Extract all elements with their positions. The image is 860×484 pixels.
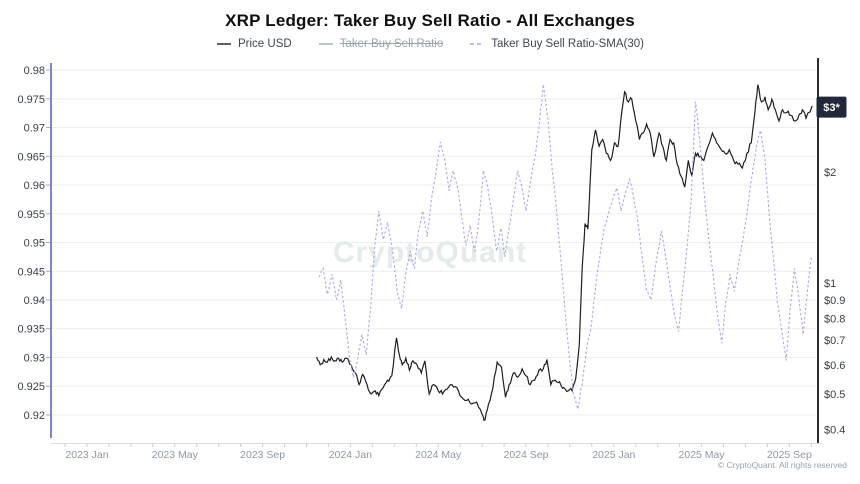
legend-line-icon	[217, 43, 231, 45]
x-axis-tick-label: 2024 May	[415, 449, 462, 461]
right-axis-tick-label: $0.5	[824, 389, 845, 401]
legend-label: Price USD	[238, 38, 292, 50]
left-axis-tick-label: 0.945	[17, 266, 45, 278]
legend-label: Taker Buy Sell Ratio	[339, 38, 444, 50]
chart-legend: Price USD Taker Buy Sell Ratio Taker Buy S…	[0, 38, 860, 50]
right-axis-tick-label: $0.4	[824, 425, 845, 437]
right-axis-tick-label: $0.9	[824, 295, 845, 307]
axis-tick-labels: 0.92 0.925 0.93 0.935 0.94 0.945 0.95 0.955 0.96…	[17, 65, 845, 461]
gridlines	[51, 69, 818, 416]
legend-line-icon	[470, 43, 485, 45]
left-axis-tick-label: 0.975	[17, 94, 45, 106]
x-axis-tick-label: 2023 Jan	[65, 449, 108, 461]
axes	[46, 58, 822, 447]
left-axis-tick-label: 0.935	[17, 324, 45, 336]
left-axis-tick-label: 0.93	[24, 353, 45, 365]
left-axis-tick-label: 0.965	[17, 151, 45, 163]
series-line-price-usd	[316, 84, 813, 422]
left-axis-tick-label: 0.925	[17, 381, 45, 393]
legend-line-icon	[318, 43, 333, 45]
last-price-badge: $3*	[816, 96, 847, 118]
last-price-badge-label: $3*	[823, 102, 840, 114]
x-axis-tick-label: 2024 Sep	[504, 449, 549, 461]
x-axis-tick-label: 2023 Sep	[240, 449, 285, 461]
left-axis-tick-label: 0.95	[24, 238, 45, 250]
left-axis-tick-label: 0.98	[24, 65, 45, 77]
x-axis-tick-label: 2025 Jan	[592, 449, 635, 461]
left-axis-tick-label: 0.94	[24, 295, 45, 307]
legend-label: Taker Buy Sell Ratio-SMA(30)	[491, 38, 644, 50]
left-axis-tick-label: 0.92	[24, 410, 45, 422]
watermark: CryptoQuant	[333, 236, 527, 269]
series-line-taker-buy-sell-ratio-sma-30-	[318, 84, 812, 410]
right-axis-tick-label: $1	[824, 278, 836, 290]
left-axis-tick-label: 0.97	[24, 123, 45, 135]
right-axis-tick-label: $0.6	[824, 360, 845, 372]
series-lines	[316, 84, 813, 422]
legend-item-taker-buy-sell-ratio-sma-30-[interactable]: Taker Buy Sell Ratio-SMA(30)	[469, 38, 644, 50]
legend-item-price-usd[interactable]: Price USD	[216, 38, 292, 50]
right-axis-tick-label: $0.7	[824, 335, 845, 347]
copyright-notice: © CryptoQuant. All rights reserved	[717, 460, 847, 470]
x-axis-tick-label: 2024 Jan	[329, 449, 372, 461]
x-axis-tick-label: 2025 Sep	[767, 449, 812, 461]
x-axis-tick-label: 2025 May	[679, 449, 726, 461]
left-axis-tick-label: 0.955	[17, 209, 45, 221]
right-axis-tick-label: $0.8	[824, 314, 845, 326]
x-axis-tick-label: 2023 May	[152, 449, 199, 461]
right-axis-tick-label: $2	[824, 167, 836, 179]
legend-item-taker-buy-sell-ratio[interactable]: Taker Buy Sell Ratio	[318, 38, 444, 50]
left-axis-tick-label: 0.96	[24, 180, 45, 192]
page-title: XRP Ledger: Taker Buy Sell Ratio - All E…	[225, 11, 635, 30]
